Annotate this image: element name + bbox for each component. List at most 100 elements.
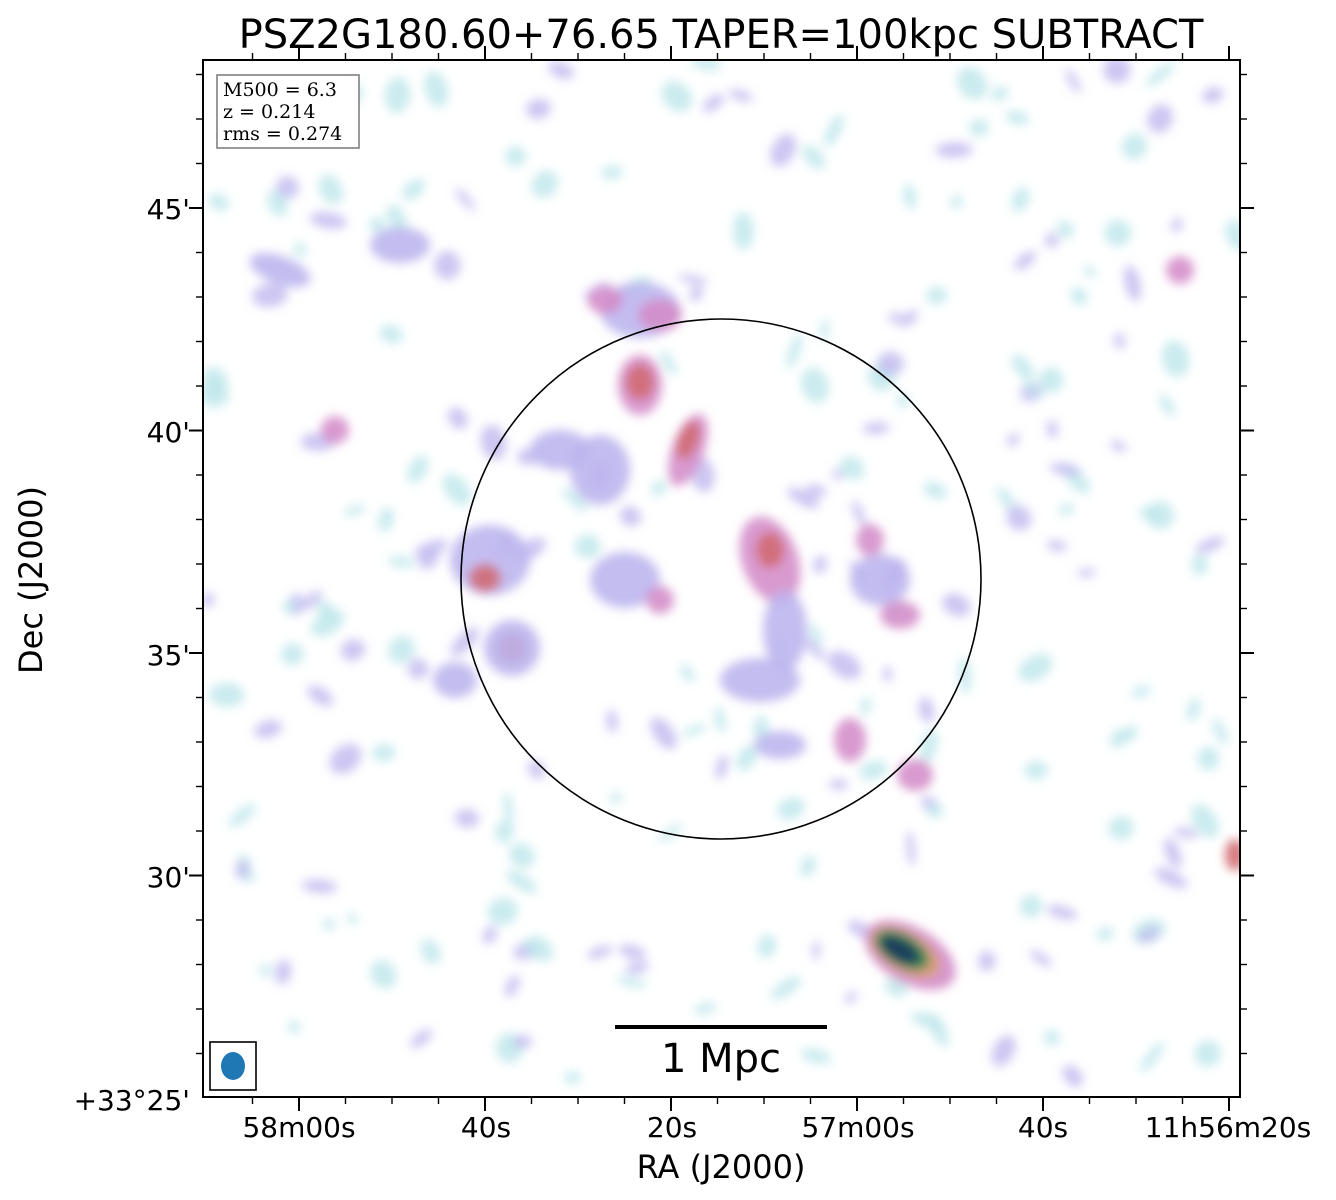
emission-blob (531, 170, 558, 198)
emission-blob (590, 552, 660, 608)
emission-blob (384, 76, 411, 114)
emission-blob (307, 685, 334, 707)
emission-blob (839, 456, 865, 481)
emission-blob (309, 211, 348, 229)
emission-blob (877, 351, 905, 376)
emission-blob (301, 590, 323, 610)
emission-blob (1212, 718, 1229, 745)
emission-blob (658, 823, 683, 843)
emission-blob (1021, 379, 1043, 399)
emission-blob (1018, 653, 1053, 682)
emission-blob (410, 1029, 433, 1049)
emission-blob (829, 779, 849, 790)
emission-blob (659, 350, 677, 376)
emission-blob (418, 549, 440, 570)
emission-blob (800, 855, 816, 877)
emission-blob (387, 556, 416, 568)
emission-blob (321, 416, 349, 444)
emission-blob (619, 506, 642, 527)
emission-blob (574, 534, 601, 559)
emission-blob (433, 662, 477, 698)
chart-title: PSZ2G180.60+76.65 TAPER=100kpc SUBTRACT (239, 12, 1204, 58)
emission-blob (424, 71, 449, 108)
emission-blob (856, 524, 884, 556)
emission-blob (1104, 219, 1132, 247)
emission-blob (918, 696, 935, 723)
emission-blob (606, 709, 618, 733)
emission-blob (1070, 287, 1088, 306)
emission-blob (548, 61, 575, 80)
emission-blob (834, 718, 866, 762)
emission-blob (1140, 1042, 1165, 1072)
emission-blob (1046, 905, 1078, 920)
emission-blob (1084, 264, 1096, 279)
emission-blob (927, 803, 943, 819)
emission-blob (254, 720, 283, 739)
y-tick-label: 40' (147, 416, 190, 449)
emission-blob (756, 532, 784, 568)
info-redshift: z = 0.214 (223, 101, 315, 123)
emission-blob (1011, 186, 1030, 212)
plot-area (203, 60, 1240, 1097)
emission-blob (754, 731, 806, 759)
emission-blob (906, 830, 916, 866)
emission-blob (1019, 894, 1043, 918)
emission-blob (508, 843, 535, 869)
beam-ellipse (221, 1052, 245, 1080)
emission-blob (728, 89, 753, 102)
emission-blob (801, 145, 826, 169)
emission-blob (757, 934, 777, 958)
emission-blob (343, 504, 366, 517)
emission-blob (850, 554, 910, 606)
emission-blob (880, 935, 920, 965)
scale-bar: 1 Mpc (615, 1025, 827, 1082)
emission-blob (1186, 697, 1201, 722)
emission-blob (505, 146, 526, 167)
emission-blob (616, 976, 647, 988)
emission-blob (526, 98, 551, 120)
emission-blob (809, 624, 823, 646)
emission-blob (786, 333, 803, 369)
emission-blob (487, 897, 518, 926)
emission-blob (208, 682, 245, 707)
emission-blob (626, 364, 654, 400)
emission-blob (310, 609, 345, 637)
x-tick-label: 40s (1018, 1111, 1068, 1144)
emission-blob (388, 635, 415, 664)
emission-blob (827, 650, 862, 680)
emission-blob (862, 422, 890, 435)
emission-blob (369, 216, 385, 233)
emission-blob (804, 638, 826, 661)
emission-blob (763, 590, 807, 670)
emission-blob (469, 564, 501, 592)
emission-blob (322, 918, 336, 931)
emission-blob (859, 760, 888, 780)
emission-blob (903, 183, 917, 210)
emission-blob (455, 188, 475, 211)
emission-blob (1139, 506, 1159, 520)
emission-blob (1056, 220, 1074, 239)
emission-blob (378, 506, 394, 532)
emission-blob (448, 407, 468, 430)
emission-blob (434, 250, 461, 280)
emission-blob (956, 67, 988, 100)
emission-blob (812, 555, 827, 574)
emission-blob (1006, 433, 1020, 447)
emission-blob (1005, 110, 1030, 125)
emission-blob (494, 820, 514, 844)
emission-blob (402, 178, 425, 201)
info-box-frame (216, 74, 360, 149)
emission-blob (503, 791, 514, 827)
emission-blob (646, 586, 674, 614)
emission-blob (318, 174, 343, 205)
emission-blob (661, 81, 693, 112)
emission-blob (587, 286, 623, 314)
emission-blob (370, 227, 430, 263)
emission-blob (379, 324, 403, 344)
emission-blob (1147, 104, 1174, 133)
emission-blob (484, 620, 540, 676)
info-box: M500 = 6.3 z = 0.214 rms = 0.274 (216, 74, 360, 149)
emission-blob (276, 176, 300, 199)
emission-blob (274, 959, 292, 985)
